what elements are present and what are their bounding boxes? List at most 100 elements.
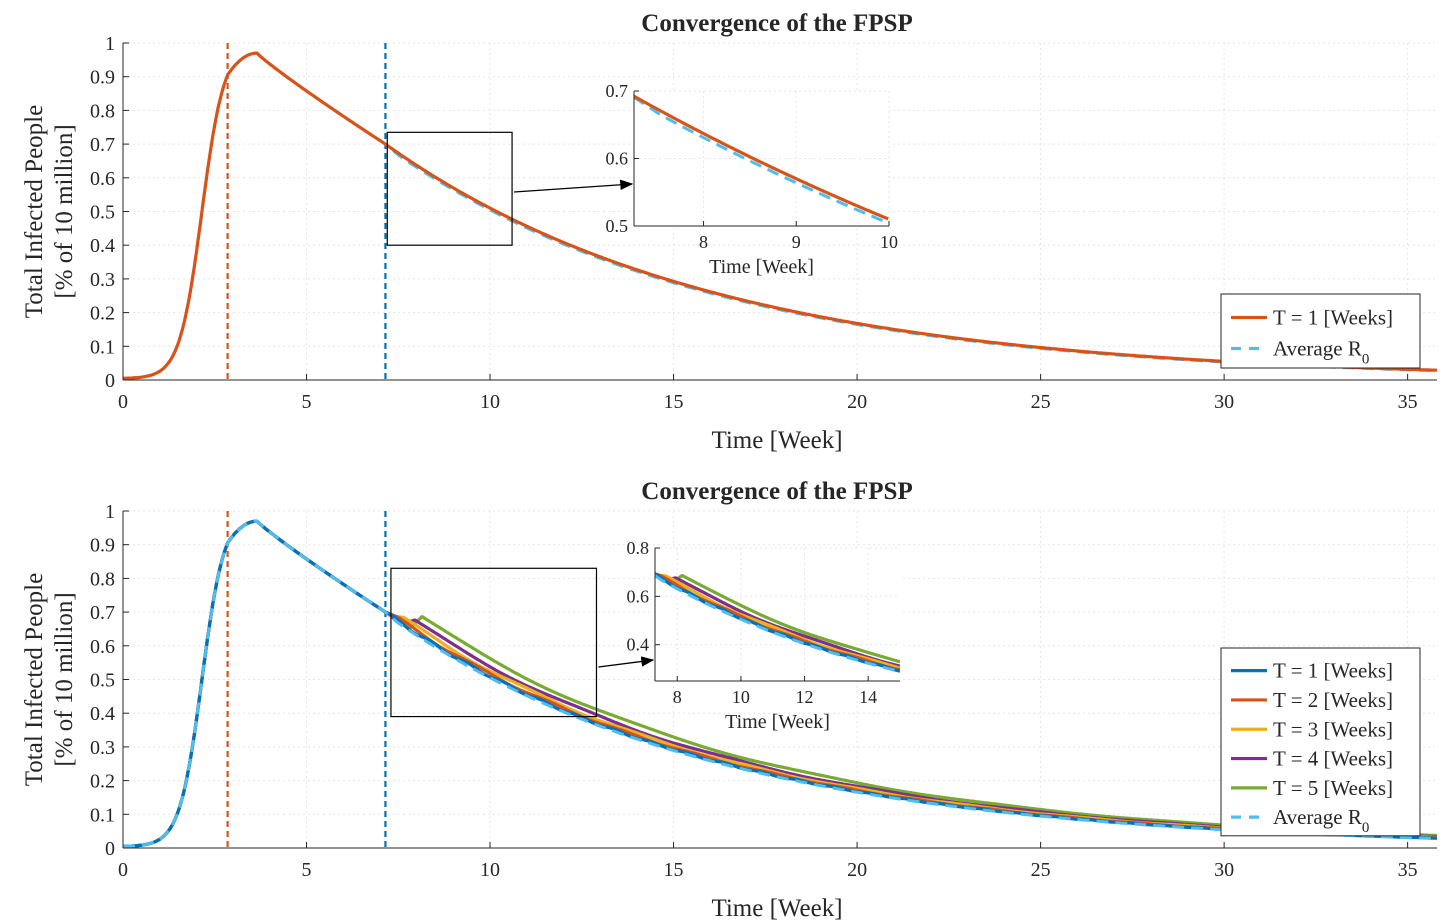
inset-y-tick-label: 0.6 — [606, 149, 629, 169]
legend-label: T = 1 [Weeks] — [1273, 306, 1393, 330]
x-tick-label: 25 — [1031, 859, 1051, 881]
x-tick-label: 35 — [1398, 391, 1418, 413]
inset-x-tick-label: 10 — [732, 687, 750, 707]
y-axis-label-line: Total Infected People — [21, 573, 48, 786]
y-axis-label: Total Infected People [% of 10 million] — [21, 105, 78, 318]
x-tick-label: 0 — [118, 859, 128, 881]
inset-x-tick-label: 8 — [699, 232, 708, 252]
y-tick-label: 0.7 — [90, 602, 115, 624]
chart-top: 0 5 10 15 20 25 30 3500.10.20.30.40.50.60.70.80… — [21, 10, 1437, 454]
y-tick-label: 0.3 — [90, 737, 115, 759]
inset-series-line — [634, 94, 889, 221]
y-tick-label: 0.5 — [90, 670, 115, 692]
legend: T = 1 [Weeks] Average R0 — [1220, 293, 1421, 369]
x-tick-label: 20 — [847, 859, 867, 881]
y-tick-label: 0.1 — [90, 336, 115, 358]
series-group — [123, 519, 1438, 848]
series-line — [123, 519, 1438, 848]
inset-chart: 8 10 12 14 0.4 0.6 0.8 Time [Week] — [627, 538, 900, 733]
y-tick-label: 0.2 — [90, 771, 115, 793]
legend-label: T = 4 [Weeks] — [1273, 747, 1393, 771]
legend-label-main: Average R — [1273, 805, 1362, 829]
inset-y-tick-label: 0.5 — [606, 216, 629, 236]
legend-label: T = 5 [Weeks] — [1273, 776, 1393, 800]
zoom-box — [386, 131, 513, 246]
zoom-box — [390, 567, 598, 718]
zoom-arrow — [598, 656, 655, 668]
y-tick-label: 0.2 — [90, 303, 115, 325]
x-tick-label: 15 — [664, 859, 684, 881]
y-tick-label: 0.3 — [90, 269, 115, 291]
y-tick-label: 0.8 — [90, 100, 115, 122]
x-tick-label: 5 — [302, 859, 312, 881]
inset-series-line — [655, 573, 900, 670]
inset-y-tick-label: 0.6 — [627, 586, 650, 606]
y-axis-label: Total Infected People [% of 10 million] — [21, 573, 78, 786]
chart-bottom: 0 5 10 15 20 25 30 3500.10.20.30.40.50.60.70.80… — [21, 478, 1438, 922]
legend-label-subscript: 0 — [1362, 820, 1370, 836]
legend-label: T = 1 [Weeks] — [1273, 659, 1393, 683]
inset-y-tick-label: 0.7 — [606, 81, 629, 101]
zoom-arrow — [514, 179, 634, 193]
inset-series — [634, 94, 889, 225]
inset-series-line — [634, 95, 889, 225]
inset-x-tick-label: 8 — [673, 687, 682, 707]
inset-y-tick-label: 0.4 — [627, 635, 650, 655]
chart-title: Convergence of the FPSP — [641, 478, 912, 505]
y-tick-label: 0 — [105, 370, 115, 392]
series-line — [123, 51, 1437, 380]
y-tick-label: 0.6 — [90, 636, 115, 658]
y-axis-label-line: [% of 10 million] — [51, 124, 78, 298]
series-group — [123, 51, 1437, 380]
inset-x-tick-label: 12 — [796, 687, 814, 707]
x-tick-label: 5 — [302, 391, 312, 413]
y-tick-label: 0.1 — [90, 804, 115, 826]
y-tick-label: 0.4 — [90, 235, 115, 257]
y-tick-label: 0.8 — [90, 568, 115, 590]
inset-series-line — [655, 573, 900, 668]
inset-background — [634, 91, 889, 226]
legend-label: Average R0 — [1273, 337, 1369, 368]
legend-box — [1220, 293, 1421, 369]
inset-x-tick-label: 10 — [880, 232, 898, 252]
legend-box — [1220, 647, 1421, 837]
inset-y-tick-label: 0.8 — [627, 538, 650, 558]
x-tick-label: 30 — [1214, 391, 1234, 413]
inset-x-axis-label: Time [Week] — [709, 256, 814, 278]
x-axis-label: Time [Week] — [711, 895, 842, 922]
y-tick-label: 1 — [105, 501, 115, 523]
inset-x-tick-label: 9 — [792, 232, 801, 252]
inset-series-line — [655, 573, 900, 664]
y-tick-label: 0.6 — [90, 168, 115, 190]
legend-label: Average R0 — [1273, 805, 1369, 836]
inset-series-line — [655, 574, 900, 673]
x-tick-label: 10 — [480, 859, 500, 881]
y-axis-label-line: [% of 10 million] — [51, 592, 78, 766]
chart-title: Convergence of the FPSP — [641, 10, 912, 37]
y-tick-label: 0 — [105, 838, 115, 860]
x-tick-label: 0 — [118, 391, 128, 413]
y-tick-label: 0.5 — [90, 202, 115, 224]
x-tick-label: 25 — [1031, 391, 1051, 413]
y-tick-label: 0.4 — [90, 703, 115, 725]
y-tick-label: 0.9 — [90, 67, 115, 89]
x-tick-label: 35 — [1398, 859, 1418, 881]
x-axis-label: Time [Week] — [711, 427, 842, 454]
y-tick-label: 0.7 — [90, 134, 115, 156]
inset-x-axis-label: Time [Week] — [725, 711, 830, 733]
legend-label: T = 2 [Weeks] — [1273, 688, 1393, 712]
inset-chart: 8 9 10 0.5 0.6 0.7 Time [Week] — [606, 81, 899, 278]
legend-label-subscript: 0 — [1362, 352, 1370, 368]
y-tick-label: 1 — [105, 33, 115, 55]
inset-x-tick-label: 14 — [859, 687, 877, 707]
x-tick-label: 15 — [664, 391, 684, 413]
x-tick-label: 20 — [847, 391, 867, 413]
legend: T = 1 [Weeks] T = 2 [Weeks] T = 3 [Weeks] T… — [1220, 647, 1421, 837]
x-tick-label: 10 — [480, 391, 500, 413]
legend-label-main: Average R — [1273, 337, 1362, 361]
y-axis-label-line: Total Infected People — [21, 105, 48, 318]
legend-label: T = 3 [Weeks] — [1273, 717, 1393, 741]
y-tick-label: 0.9 — [90, 535, 115, 557]
x-tick-label: 30 — [1214, 859, 1234, 881]
